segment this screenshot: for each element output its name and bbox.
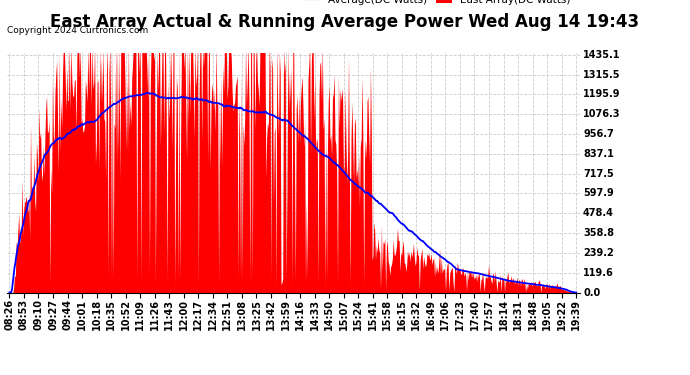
Text: 1435.1: 1435.1 (583, 50, 620, 60)
Text: 119.6: 119.6 (583, 268, 614, 278)
Text: 239.2: 239.2 (583, 248, 614, 258)
Text: East Array Actual & Running Average Power Wed Aug 14 19:43: East Array Actual & Running Average Powe… (50, 13, 640, 31)
Text: 1195.9: 1195.9 (583, 90, 620, 99)
Text: 717.5: 717.5 (583, 169, 614, 179)
Text: 1315.5: 1315.5 (583, 70, 620, 80)
Text: 0.0: 0.0 (583, 288, 600, 297)
Legend: Average(DC Watts), East Array(DC Watts): Average(DC Watts), East Array(DC Watts) (300, 0, 574, 9)
Text: 478.4: 478.4 (583, 208, 614, 218)
Text: 1076.3: 1076.3 (583, 109, 620, 119)
Text: Copyright 2024 Curtronics.com: Copyright 2024 Curtronics.com (7, 26, 148, 35)
Text: 597.9: 597.9 (583, 189, 614, 198)
Text: 956.7: 956.7 (583, 129, 614, 139)
Text: 837.1: 837.1 (583, 149, 614, 159)
Text: 358.8: 358.8 (583, 228, 614, 238)
